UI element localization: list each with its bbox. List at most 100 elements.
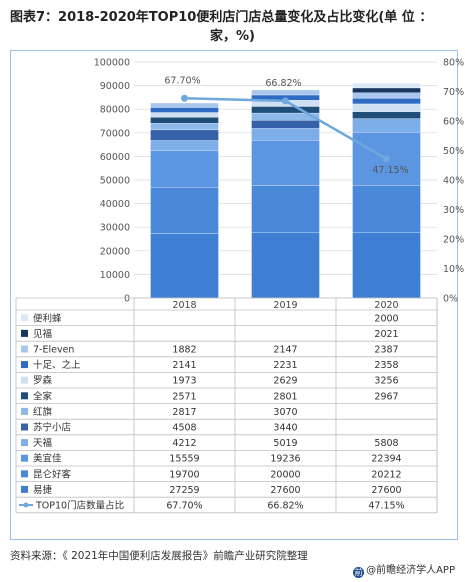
- table-cell-value: 27600: [371, 485, 401, 496]
- legend-swatch: [21, 345, 28, 353]
- table-cell-value: 2141: [172, 360, 196, 371]
- y-left-tick-label: 90000: [100, 81, 130, 92]
- chart-frame: [10, 50, 458, 540]
- table-cell-value: 20000: [270, 469, 300, 480]
- y-left-tick-label: 60000: [100, 152, 130, 163]
- legend-swatch: [21, 314, 28, 322]
- y-left-tick-label: 30000: [100, 223, 130, 234]
- y-right-tick-label: 80%: [443, 58, 464, 69]
- bar-segment: [352, 92, 421, 99]
- y-left-tick-label: 100000: [94, 58, 130, 69]
- y-left-tick-label: 70000: [100, 128, 130, 139]
- table-cell-value: 20212: [371, 469, 401, 480]
- legend-swatch: [21, 376, 28, 384]
- bar-segment: [150, 140, 219, 151]
- bar-segment: [150, 187, 219, 234]
- legend-swatch: [21, 329, 28, 337]
- line-data-label: 66.82%: [265, 78, 301, 89]
- legend-swatch: [21, 423, 28, 431]
- legend-swatch: [21, 439, 28, 447]
- line-point: [383, 155, 390, 163]
- legend-swatch: [21, 485, 28, 493]
- bar-segment: [352, 103, 421, 112]
- legend-label: 便利蜂: [33, 312, 62, 324]
- y-right-tick-label: 70%: [443, 87, 464, 98]
- table-cell-value: 2967: [374, 391, 398, 402]
- legend-label: TOP10门店数量占比: [35, 500, 124, 512]
- table-cell-value: 2801: [273, 391, 297, 402]
- legend-label: 天福: [33, 437, 52, 449]
- table-cell-value: 2021: [374, 329, 398, 340]
- y-left-tick-label: 80000: [100, 105, 130, 116]
- table-cell-value: 2231: [273, 360, 297, 371]
- line-point: [181, 94, 188, 102]
- bar-segment: [352, 185, 421, 234]
- chart-title: 图表7：2018-2020年TOP10便利店门店总量变化及占比变化(单 位 ： …: [10, 8, 455, 46]
- table-cell-value: 2147: [273, 345, 297, 356]
- legend-swatch: [21, 454, 28, 462]
- bar-segment: [150, 107, 219, 113]
- table-cell-value: 2817: [172, 407, 196, 418]
- table-cell-value: 2358: [374, 360, 398, 371]
- bar-segment: [251, 232, 320, 299]
- bar-segment: [352, 118, 421, 133]
- bar-segment: [150, 102, 219, 108]
- bar-segment: [251, 140, 320, 186]
- source-note: 资料来源：《 2021年中国便利店发展报告》前瞻产业研究院整理: [10, 550, 308, 562]
- bar-segment: [150, 112, 219, 118]
- legend-label: 昆仑好客: [33, 468, 72, 480]
- legend-line-marker: [23, 502, 29, 508]
- bar-segment: [150, 117, 219, 124]
- table-cell-value: 27259: [169, 485, 199, 496]
- y-right-tick-label: 40%: [443, 176, 464, 187]
- table-cell-value: 2000: [374, 313, 398, 324]
- table-cell-value: 27600: [270, 485, 300, 496]
- brand-credit-text: @前瞻经济学人APP: [366, 565, 455, 576]
- legend-label: 罗森: [33, 375, 53, 387]
- table-cell-value: 66.82%: [267, 501, 303, 512]
- table-cell-value: 3440: [273, 423, 297, 434]
- bar-segment: [352, 87, 421, 93]
- bar-segment: [251, 185, 320, 234]
- x-tick-label: 2020: [374, 300, 398, 311]
- bar-segment: [352, 83, 421, 89]
- table-cell-value: 4212: [172, 438, 196, 449]
- line-data-label: 67.70%: [164, 75, 200, 86]
- legend-swatch: [21, 470, 28, 478]
- bar-segment: [251, 128, 320, 141]
- legend-label: 7-Eleven: [33, 345, 74, 356]
- bar-segment: [150, 123, 219, 131]
- bar-segment: [251, 106, 320, 114]
- table-cell-value: 2629: [273, 376, 297, 387]
- chart-title-line-2: 家，%): [210, 29, 255, 44]
- bar-segment: [352, 232, 421, 299]
- y-left-tick-label: 10000: [100, 270, 130, 281]
- legend-label: 见福: [33, 328, 52, 340]
- y-left-tick-label: 50000: [100, 176, 130, 187]
- legend-label: 美宜佳: [33, 453, 62, 465]
- y-right-tick-label: 50%: [443, 146, 464, 157]
- table-cell-value: 19700: [169, 469, 199, 480]
- y-right-tick-label: 0%: [443, 294, 458, 305]
- legend-label: 十足、之上: [33, 359, 81, 371]
- line-point: [282, 97, 289, 105]
- table-cell-value: 3070: [273, 407, 297, 418]
- x-tick-label: 2018: [172, 300, 196, 311]
- legend-label: 苏宁小店: [33, 422, 71, 434]
- legend-swatch: [21, 407, 28, 415]
- bar-segment: [352, 98, 421, 105]
- bar-segment: [251, 89, 320, 96]
- table-cell-value: 2387: [374, 345, 398, 356]
- y-right-tick-label: 30%: [443, 205, 464, 216]
- y-right-tick-label: 10%: [443, 264, 464, 275]
- table-cell-value: 47.15%: [368, 501, 404, 512]
- bar-segment: [150, 129, 219, 141]
- y-left-tick-label: 0: [124, 294, 130, 305]
- brand-credit: 前 @前瞻经济学人APP: [353, 561, 455, 578]
- legend-label: 易捷: [33, 484, 53, 496]
- bar-segment: [150, 233, 219, 299]
- bar-segment: [251, 120, 320, 129]
- y-left-tick-label: 20000: [100, 246, 130, 257]
- y-right-tick-label: 20%: [443, 235, 464, 246]
